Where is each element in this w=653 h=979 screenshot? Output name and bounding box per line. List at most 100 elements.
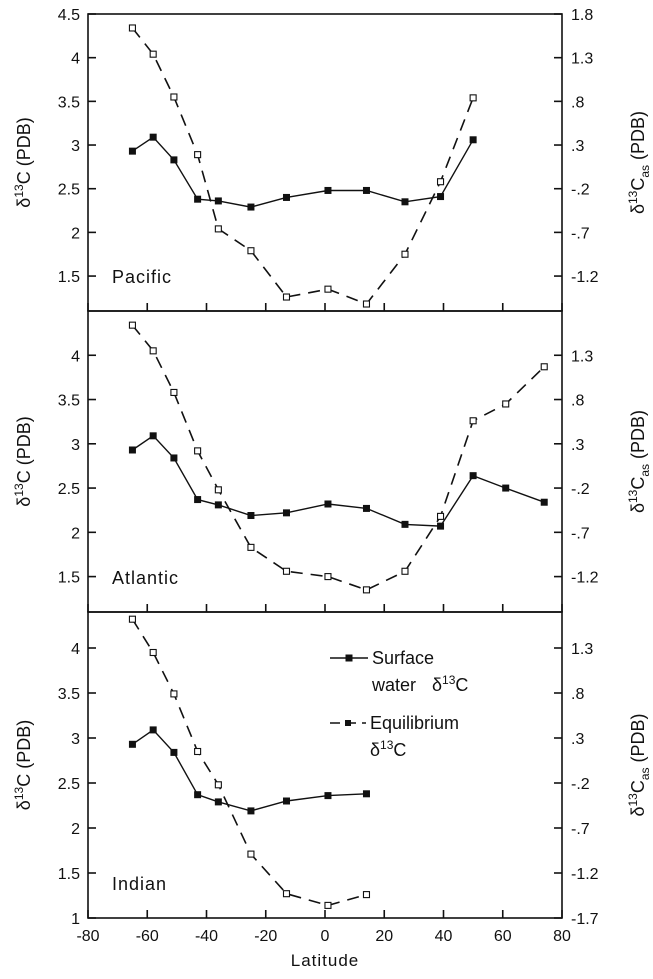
equilibrium-point [324,901,332,909]
x-tick-label: 40 [435,928,453,945]
equilibrium-point [502,400,510,408]
y-right-tick-label: -.2 [571,481,590,498]
y-right-tick-label: 1.3 [571,51,593,68]
surface-water-point [469,136,477,144]
equilibrium-point [170,690,178,698]
surface-water-point [128,147,136,155]
label-part: (PDB) [628,410,648,464]
surface-water-point [214,197,222,205]
x-tick-label: -80 [76,928,99,945]
equilibrium-point [149,347,157,355]
equilibrium-point [362,300,371,308]
y-tick-label: 1.5 [58,570,80,587]
surface-water-point [247,512,255,520]
equilibrium-point [247,543,255,551]
label-part: C [628,178,648,191]
panel-pacific: 1.522.533.544.5-1.2-.7-.2.3.81.31.8δ13C … [12,7,652,312]
label-part: 13 [626,793,640,807]
equilibrium-line [131,27,474,305]
legend-equilibrium-marker [345,720,351,726]
y-tick-label: 3 [71,437,80,454]
surface-water-point [194,791,202,799]
y-tick-label: 3.5 [58,686,80,703]
label-part: C [628,477,648,490]
equilibrium-line [131,324,545,591]
plot-frame [87,310,563,613]
surface-water-point [362,504,370,512]
equilibrium-point [436,512,445,520]
label-part: C [455,675,468,695]
surface-water-point [214,501,222,509]
equilibrium-point [362,586,371,594]
equilibrium-point [149,50,157,58]
y-right-axis-label: δ13Cas (PDB) [626,111,652,214]
surface-water-point [149,726,157,734]
x-tick-label: -60 [136,928,159,945]
surface-water-line [132,434,545,527]
plot-frame [87,611,563,919]
surface-water-point [214,798,222,806]
label-part: C [628,780,648,793]
y-tick-label: 2 [71,525,80,542]
equilibrium-point [469,417,477,425]
label-part: C (PDB) [14,416,34,483]
equilibrium-point [324,285,332,293]
surface-water-point [362,790,370,798]
y-right-tick-label: -.2 [571,182,590,199]
y-right-tick-label: .3 [571,731,584,748]
y-right-tick-label: -.7 [571,225,590,242]
y-right-tick-label: -1.2 [571,269,599,286]
equilibrium-point [362,891,371,899]
equilibrium-point [469,94,477,102]
equilibrium-point [214,486,222,494]
y-right-tick-label: .8 [571,393,584,410]
surface-water-point [194,496,202,504]
label-part: as [638,464,652,477]
y-right-tick-label: -1.2 [571,570,599,587]
y-tick-label: 3 [71,138,80,155]
equilibrium-point [214,225,222,233]
surface-water-point [128,740,136,748]
surface-water-point [170,156,178,164]
surface-water-point [170,454,178,462]
surface-water-point [362,186,370,194]
equilibrium-point [401,567,409,575]
legend-equilibrium-label: Equilibrium [370,713,459,733]
surface-water-point [247,807,255,815]
y-axis-label: δ13C (PDB) [12,720,34,810]
legend-surface-label: Surface [372,648,434,668]
surface-water-point [247,203,255,211]
surface-water-point [149,133,157,141]
equilibrium-point [436,178,445,186]
surface-water-point [324,500,332,508]
y-right-tick-label: 1.8 [571,7,593,24]
surface-water-point [170,748,178,756]
x-tick-label: 0 [321,928,330,945]
surface-water-point [540,498,548,506]
x-tick-label: 80 [553,928,571,945]
y-right-tick-label: .3 [571,138,584,155]
y-tick-label: 2 [71,225,80,242]
label-part: δ [370,740,380,760]
y-tick-label: 1.5 [58,866,80,883]
label-part: as [638,165,652,178]
label-part: 13 [380,738,394,752]
surface-water-point [282,193,290,201]
label-part: C [393,740,406,760]
y-right-tick-label: .3 [571,437,584,454]
y-axis-label: δ13C (PDB) [12,117,34,207]
label-part: 13 [626,489,640,503]
equilibrium-point [170,388,178,396]
equilibrium-line [131,618,367,907]
y-right-tick-label: -1.2 [571,866,599,883]
y-right-tick-label: -.7 [571,525,590,542]
equilibrium-point [128,615,136,623]
equilibrium-point [214,781,222,789]
label-part: (PDB) [628,111,648,165]
surface-water-point [401,520,409,528]
y-tick-label: 2.5 [58,182,80,199]
surface-water-point [149,432,157,440]
